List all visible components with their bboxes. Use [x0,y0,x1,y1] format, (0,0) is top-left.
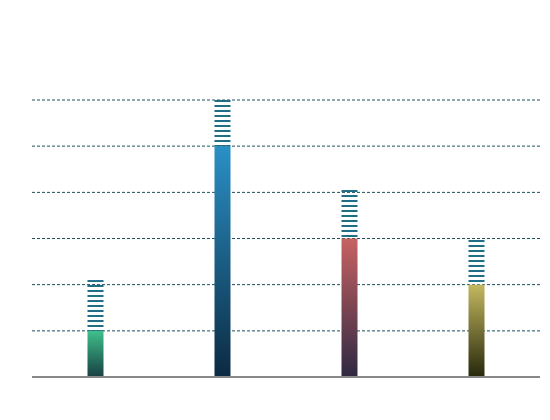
bar-extension [468,238,485,285]
bar [468,284,485,377]
bar-extension [87,280,104,331]
bar [214,146,231,377]
bar [87,330,104,377]
bar-extension [214,100,231,147]
bar-extension [341,190,358,239]
bar [341,238,358,377]
